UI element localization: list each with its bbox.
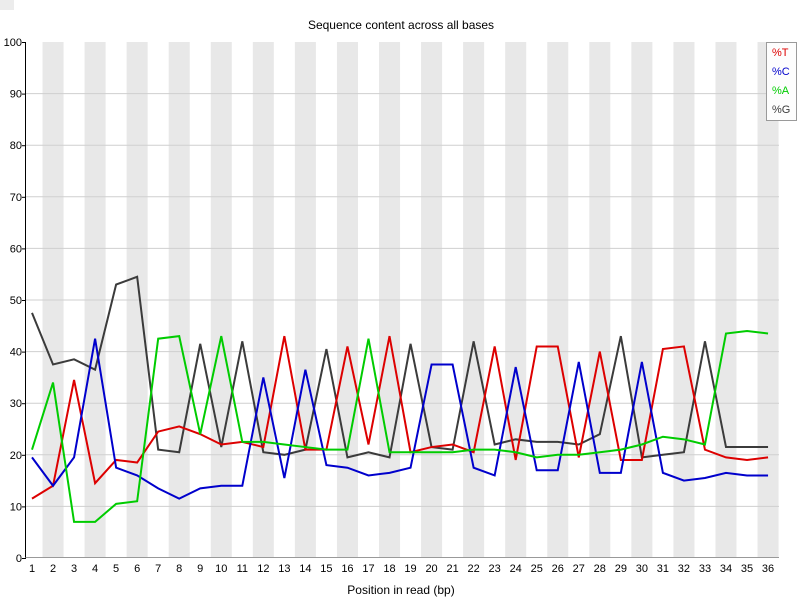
legend-item-percent-c: %C <box>772 66 790 78</box>
svg-text:4: 4 <box>92 563 98 575</box>
svg-text:7: 7 <box>155 563 161 575</box>
svg-text:23: 23 <box>489 563 501 575</box>
svg-text:24: 24 <box>510 563 522 575</box>
svg-text:2: 2 <box>50 563 56 575</box>
series-line-C <box>31 338 769 500</box>
svg-text:70: 70 <box>10 192 22 204</box>
svg-text:22: 22 <box>468 563 480 575</box>
svg-text:32: 32 <box>678 563 690 575</box>
svg-text:0: 0 <box>16 553 22 565</box>
x-tick-labels: 1 2 3 4 5 6 7 8 9 10 11 12 13 14 15 16 17 18 19 20 21 22 23 24 2… <box>29 563 774 575</box>
series-line-A <box>31 329 769 523</box>
svg-text:60: 60 <box>10 243 22 255</box>
series-line-G <box>31 275 769 459</box>
series-line-T <box>31 335 769 500</box>
svg-text:90: 90 <box>10 89 22 101</box>
svg-text:35: 35 <box>741 563 753 575</box>
svg-text:19: 19 <box>404 563 416 575</box>
svg-text:29: 29 <box>615 563 627 575</box>
svg-text:18: 18 <box>383 563 395 575</box>
svg-text:20: 20 <box>425 563 437 575</box>
svg-text:50: 50 <box>10 295 22 307</box>
svg-text:9: 9 <box>197 563 203 575</box>
svg-text:20: 20 <box>10 450 22 462</box>
svg-text:28: 28 <box>594 563 606 575</box>
svg-text:8: 8 <box>176 563 182 575</box>
svg-text:16: 16 <box>341 563 353 575</box>
legend: %T %C %A %G <box>766 42 797 121</box>
svg-text:13: 13 <box>278 563 290 575</box>
svg-text:12: 12 <box>257 563 269 575</box>
legend-item-percent-a: %A <box>772 85 790 97</box>
svg-text:25: 25 <box>531 563 543 575</box>
chart-title: Sequence content across all bases <box>307 18 495 32</box>
svg-text:15: 15 <box>320 563 332 575</box>
svg-text:30: 30 <box>636 563 648 575</box>
svg-text:21: 21 <box>446 563 458 575</box>
svg-text:30: 30 <box>10 398 22 410</box>
legend-item-percent-t: %T <box>772 47 789 59</box>
svg-text:40: 40 <box>10 347 22 359</box>
svg-text:100: 100 <box>4 37 22 49</box>
svg-text:3: 3 <box>71 563 77 575</box>
svg-text:36: 36 <box>762 563 774 575</box>
svg-text:6: 6 <box>134 563 140 575</box>
screen-corner-artifact <box>0 0 14 10</box>
svg-text:5: 5 <box>113 563 119 575</box>
svg-text:1: 1 <box>29 563 35 575</box>
svg-text:10: 10 <box>215 563 227 575</box>
svg-text:33: 33 <box>699 563 711 575</box>
svg-text:31: 31 <box>657 563 669 575</box>
y-tick-labels: 0 10 20 30 40 50 60 70 80 90 100 <box>4 37 22 565</box>
y-axis <box>22 42 26 559</box>
svg-text:34: 34 <box>720 563 732 575</box>
svg-text:10: 10 <box>10 501 22 513</box>
svg-text:11: 11 <box>237 563 248 575</box>
svg-text:17: 17 <box>362 563 374 575</box>
svg-text:27: 27 <box>573 563 585 575</box>
x-axis-label: Position in read (bp) <box>347 583 455 597</box>
legend-item-percent-g: %G <box>772 104 791 116</box>
svg-text:26: 26 <box>552 563 564 575</box>
svg-text:80: 80 <box>10 140 22 152</box>
svg-text:14: 14 <box>299 563 311 575</box>
series-lines <box>31 275 769 523</box>
